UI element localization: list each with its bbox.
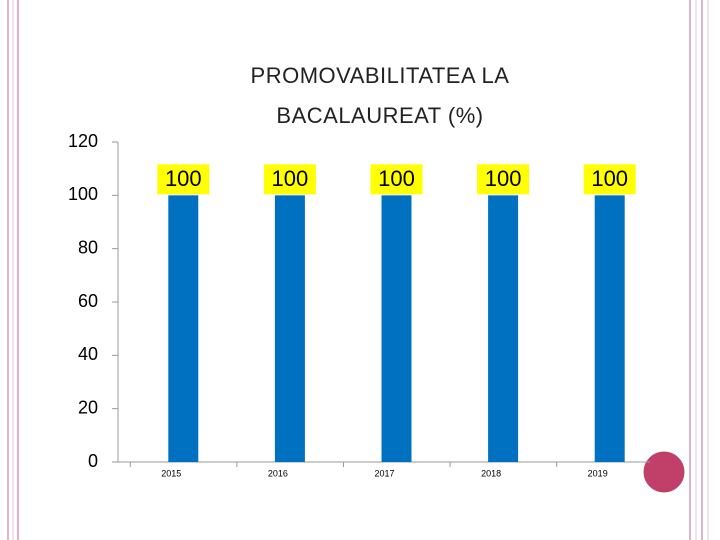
value-label: 100 xyxy=(378,166,415,191)
value-label-box xyxy=(263,164,316,195)
x-tick-label: 2018 xyxy=(481,468,501,478)
bar xyxy=(381,195,412,463)
y-tick-label: 0 xyxy=(88,451,98,471)
y-tick-label: 40 xyxy=(78,344,98,364)
y-tick-label: 100 xyxy=(68,184,98,204)
bar xyxy=(488,195,519,463)
x-tick-label: 2015 xyxy=(161,468,181,478)
value-label-box xyxy=(370,164,423,195)
value-label: 100 xyxy=(591,166,628,191)
bar xyxy=(168,195,199,463)
y-tick-label: 80 xyxy=(78,237,98,257)
x-tick-label: 2019 xyxy=(588,468,608,478)
value-label: 100 xyxy=(165,166,202,191)
bar xyxy=(594,195,625,463)
x-tick-label: 2016 xyxy=(268,468,288,478)
value-label: 100 xyxy=(485,166,522,191)
chart-title: PROMOVABILITATEA LA BACALAUREAT (%) xyxy=(250,63,510,128)
value-label-box xyxy=(157,164,210,195)
y-tick-label: 20 xyxy=(78,397,98,417)
y-tick-label: 60 xyxy=(78,291,98,311)
x-tick-label: 2017 xyxy=(374,468,394,478)
value-label-box xyxy=(477,164,530,195)
value-label: 100 xyxy=(272,166,309,191)
y-tick-label: 120 xyxy=(68,131,98,151)
bar xyxy=(274,195,305,463)
value-label-box xyxy=(583,164,636,195)
decoration xyxy=(7,0,709,540)
